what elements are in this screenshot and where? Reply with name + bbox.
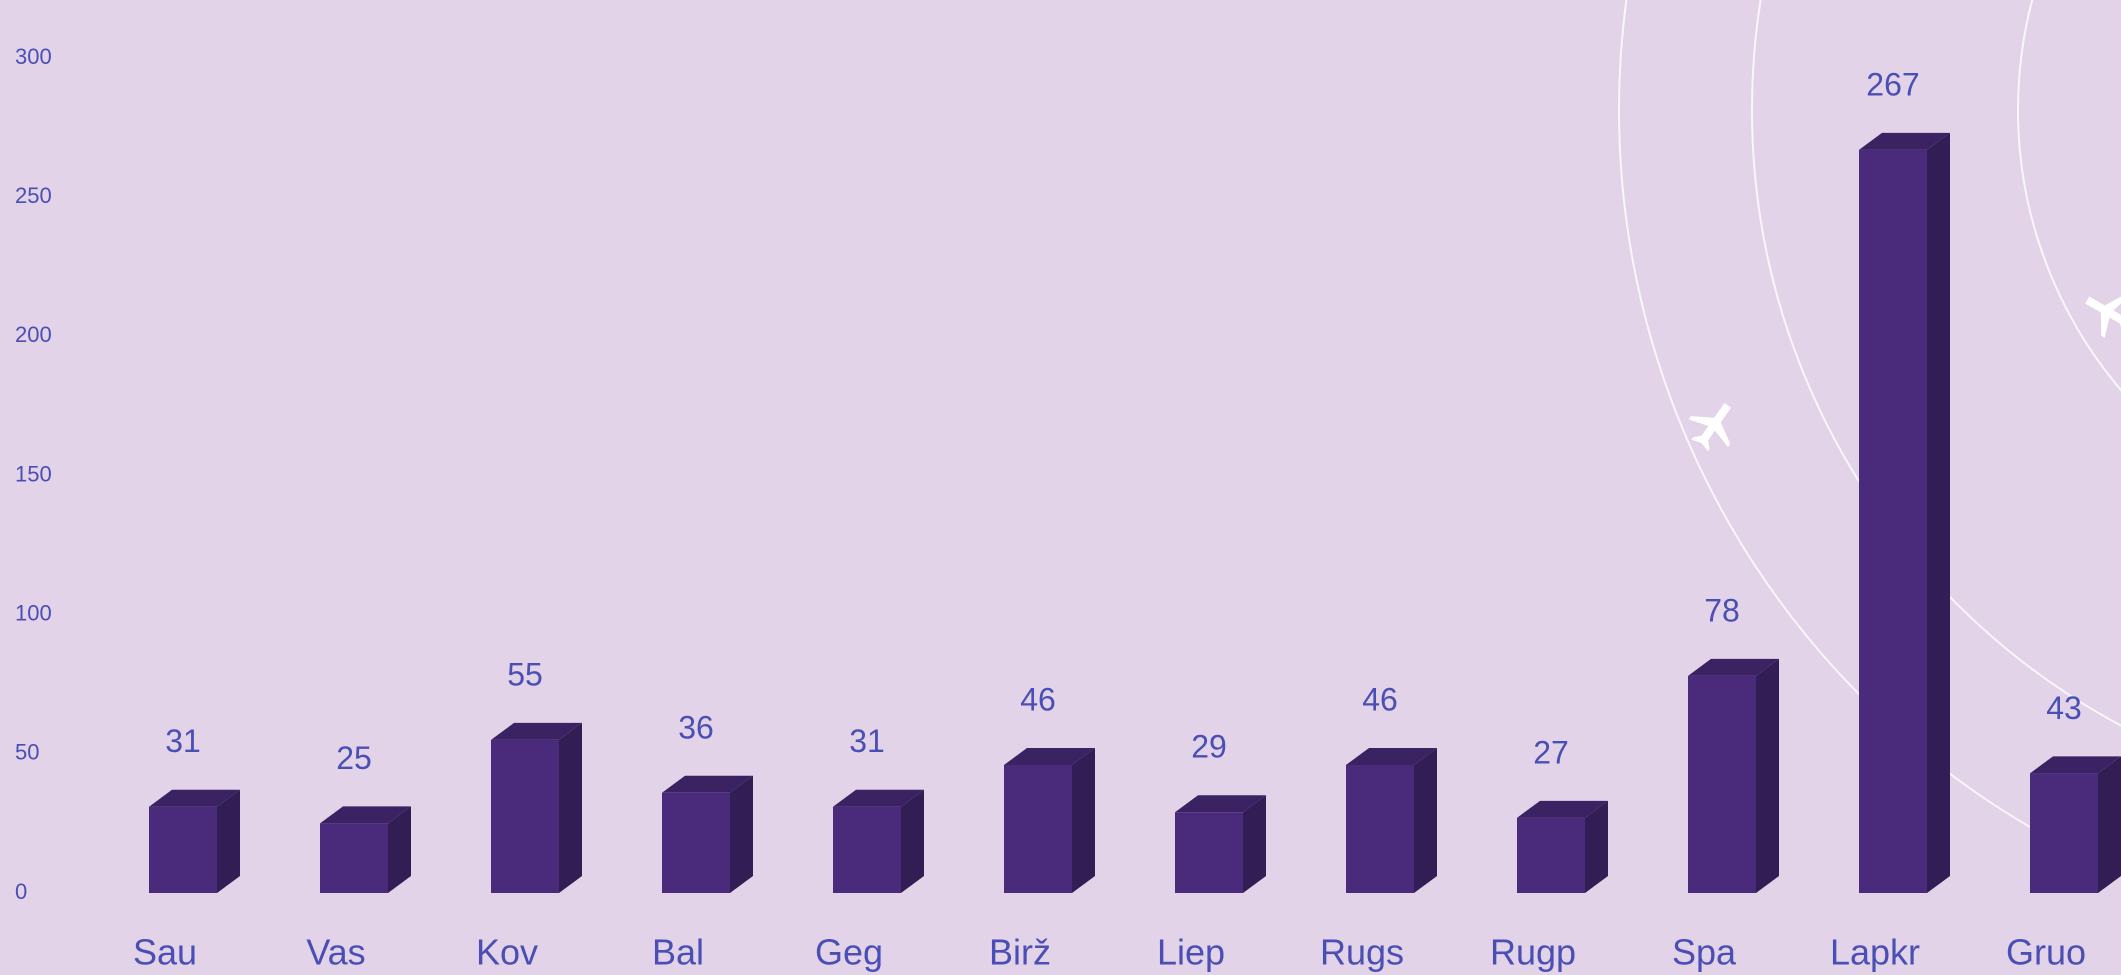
bar-top [833,789,924,807]
x-tick-label: Gruo [2006,932,2086,973]
bar-side [1756,658,1779,893]
bar [149,806,217,893]
plane-icon [2085,294,2121,338]
x-tick-label: Kov [476,932,538,973]
y-tick-label: 150 [15,461,52,486]
y-tick-label: 50 [15,740,39,765]
bar-side [1927,132,1950,894]
bar-side [217,789,240,893]
bar-side [2098,756,2121,893]
bar [1859,149,1927,894]
value-label: 55 [507,656,543,692]
bar-side [388,806,411,893]
bar [1517,817,1585,893]
bar [1175,812,1243,893]
x-tick-label: Geg [815,932,883,973]
bar-top [1346,747,1437,765]
value-label: 43 [2046,690,2082,726]
x-tick-label: Spa [1672,932,1737,973]
value-label: 31 [165,723,201,759]
bar-side [559,722,582,893]
x-tick-label: Birž [989,932,1051,973]
x-tick-label: Rugs [1320,932,1404,973]
bar [1004,764,1072,893]
bar-top [2030,756,2121,774]
plane-icon [1688,403,1732,452]
ring [1751,0,2121,727]
value-label: 267 [1866,66,1919,102]
bar [662,792,730,893]
bar-top [1175,795,1266,813]
bar-top [149,789,240,807]
value-label: 25 [336,740,372,776]
x-tick-label: Sau [133,932,197,973]
bar-top [1859,132,1950,150]
bar [491,739,559,893]
ring [2017,0,2121,392]
bar-top [1688,658,1779,676]
bar-side [1585,800,1608,893]
bar [2030,773,2098,893]
x-tick-label: Rugp [1490,932,1576,973]
value-label: 29 [1191,729,1227,765]
value-label: 78 [1704,592,1740,628]
value-label: 31 [849,723,885,759]
bar-top [491,722,582,740]
bar-side [1072,747,1095,893]
x-tick-label: Liep [1157,932,1225,973]
x-tick-label: Bal [652,932,704,973]
bar [320,823,388,893]
value-label: 27 [1533,734,1569,770]
bar-top [1004,747,1095,765]
value-label: 46 [1020,681,1056,717]
ring [1618,0,2121,875]
x-tick-label: Vas [306,932,365,973]
bar-top [662,775,753,793]
bar-top [1517,800,1608,818]
y-tick-label: 100 [15,600,52,625]
bar-side [901,789,924,893]
y-tick-label: 0 [15,879,27,904]
value-label: 46 [1362,681,1398,717]
bar-side [730,775,753,893]
bar-top [320,806,411,824]
bar [1346,764,1414,893]
y-tick-label: 300 [15,44,52,69]
bar-side [1414,747,1437,893]
bar [833,806,901,893]
x-tick-label: Lapkr [1830,932,1920,973]
bar-side [1243,795,1266,893]
y-tick-label: 200 [15,322,52,347]
decor-rings [1618,0,2121,875]
bar [1688,675,1756,893]
y-tick-label: 250 [15,183,52,208]
value-label: 36 [678,709,714,745]
